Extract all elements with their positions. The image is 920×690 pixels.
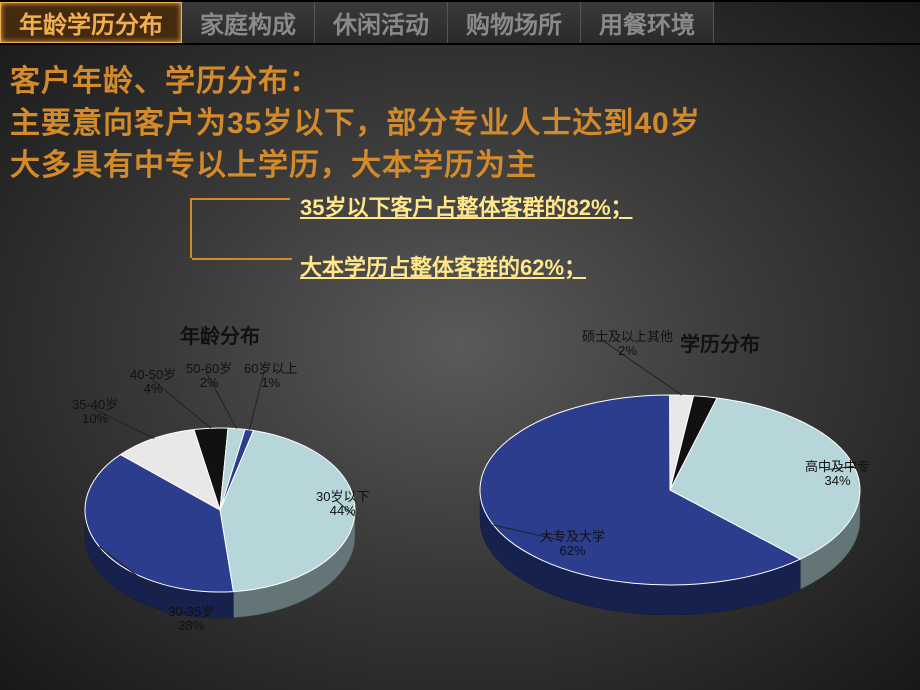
tab-label: 购物场所 xyxy=(466,5,562,40)
pie-slice-label: 30岁以下44% xyxy=(316,490,369,519)
tab-dining[interactable]: 用餐环境 xyxy=(581,2,714,43)
insight-1: 35岁以下客户占整体客群的82%； xyxy=(300,190,633,222)
tab-label: 年龄学历分布 xyxy=(19,5,163,40)
pie-slice-label: 30-35岁38% xyxy=(168,605,214,634)
connector-lines xyxy=(190,198,290,258)
headline-block: 客户年龄、学历分布： 主要意向客户为35岁以下，部分专业人士达到40岁 大多具有… xyxy=(0,45,920,193)
headline-line-1: 客户年龄、学历分布： xyxy=(10,61,910,103)
insights-block: 35岁以下客户占整体客群的82%； 大本学历占整体客群的62%； xyxy=(300,190,633,310)
tab-bar: 年龄学历分布 家庭构成 休闲活动 购物场所 用餐环境 xyxy=(0,0,920,45)
tab-label: 家庭构成 xyxy=(200,5,296,40)
tab-label: 休闲活动 xyxy=(333,5,429,40)
age-chart-title: 年龄分布 xyxy=(180,320,260,349)
pie-slice-label: 大专及大学62% xyxy=(540,530,605,559)
insight-2: 大本学历占整体客群的62%； xyxy=(300,250,633,282)
tab-shopping[interactable]: 购物场所 xyxy=(448,2,581,43)
tab-family[interactable]: 家庭构成 xyxy=(182,2,315,43)
headline-line-2: 主要意向客户为35岁以下，部分专业人士达到40岁 xyxy=(10,103,910,145)
tab-age-edu[interactable]: 年龄学历分布 xyxy=(0,2,182,43)
headline-line-3: 大多具有中专以上学历，大本学历为主 xyxy=(10,145,910,187)
edu-chart-title: 学历分布 xyxy=(680,328,760,357)
pie-slice-label: 硕士及以上其他2% xyxy=(582,330,673,359)
pie-slice-label: 60岁以上1% xyxy=(244,362,297,391)
pie-slice-label: 50-60岁2% xyxy=(186,362,232,391)
tab-label: 用餐环境 xyxy=(599,5,695,40)
tab-leisure[interactable]: 休闲活动 xyxy=(315,2,448,43)
pie-slice-label: 40-50岁4% xyxy=(130,368,176,397)
pie-slice-label: 35-40岁10% xyxy=(72,398,118,427)
pie-slice-label: 高中及中专34% xyxy=(805,460,870,489)
